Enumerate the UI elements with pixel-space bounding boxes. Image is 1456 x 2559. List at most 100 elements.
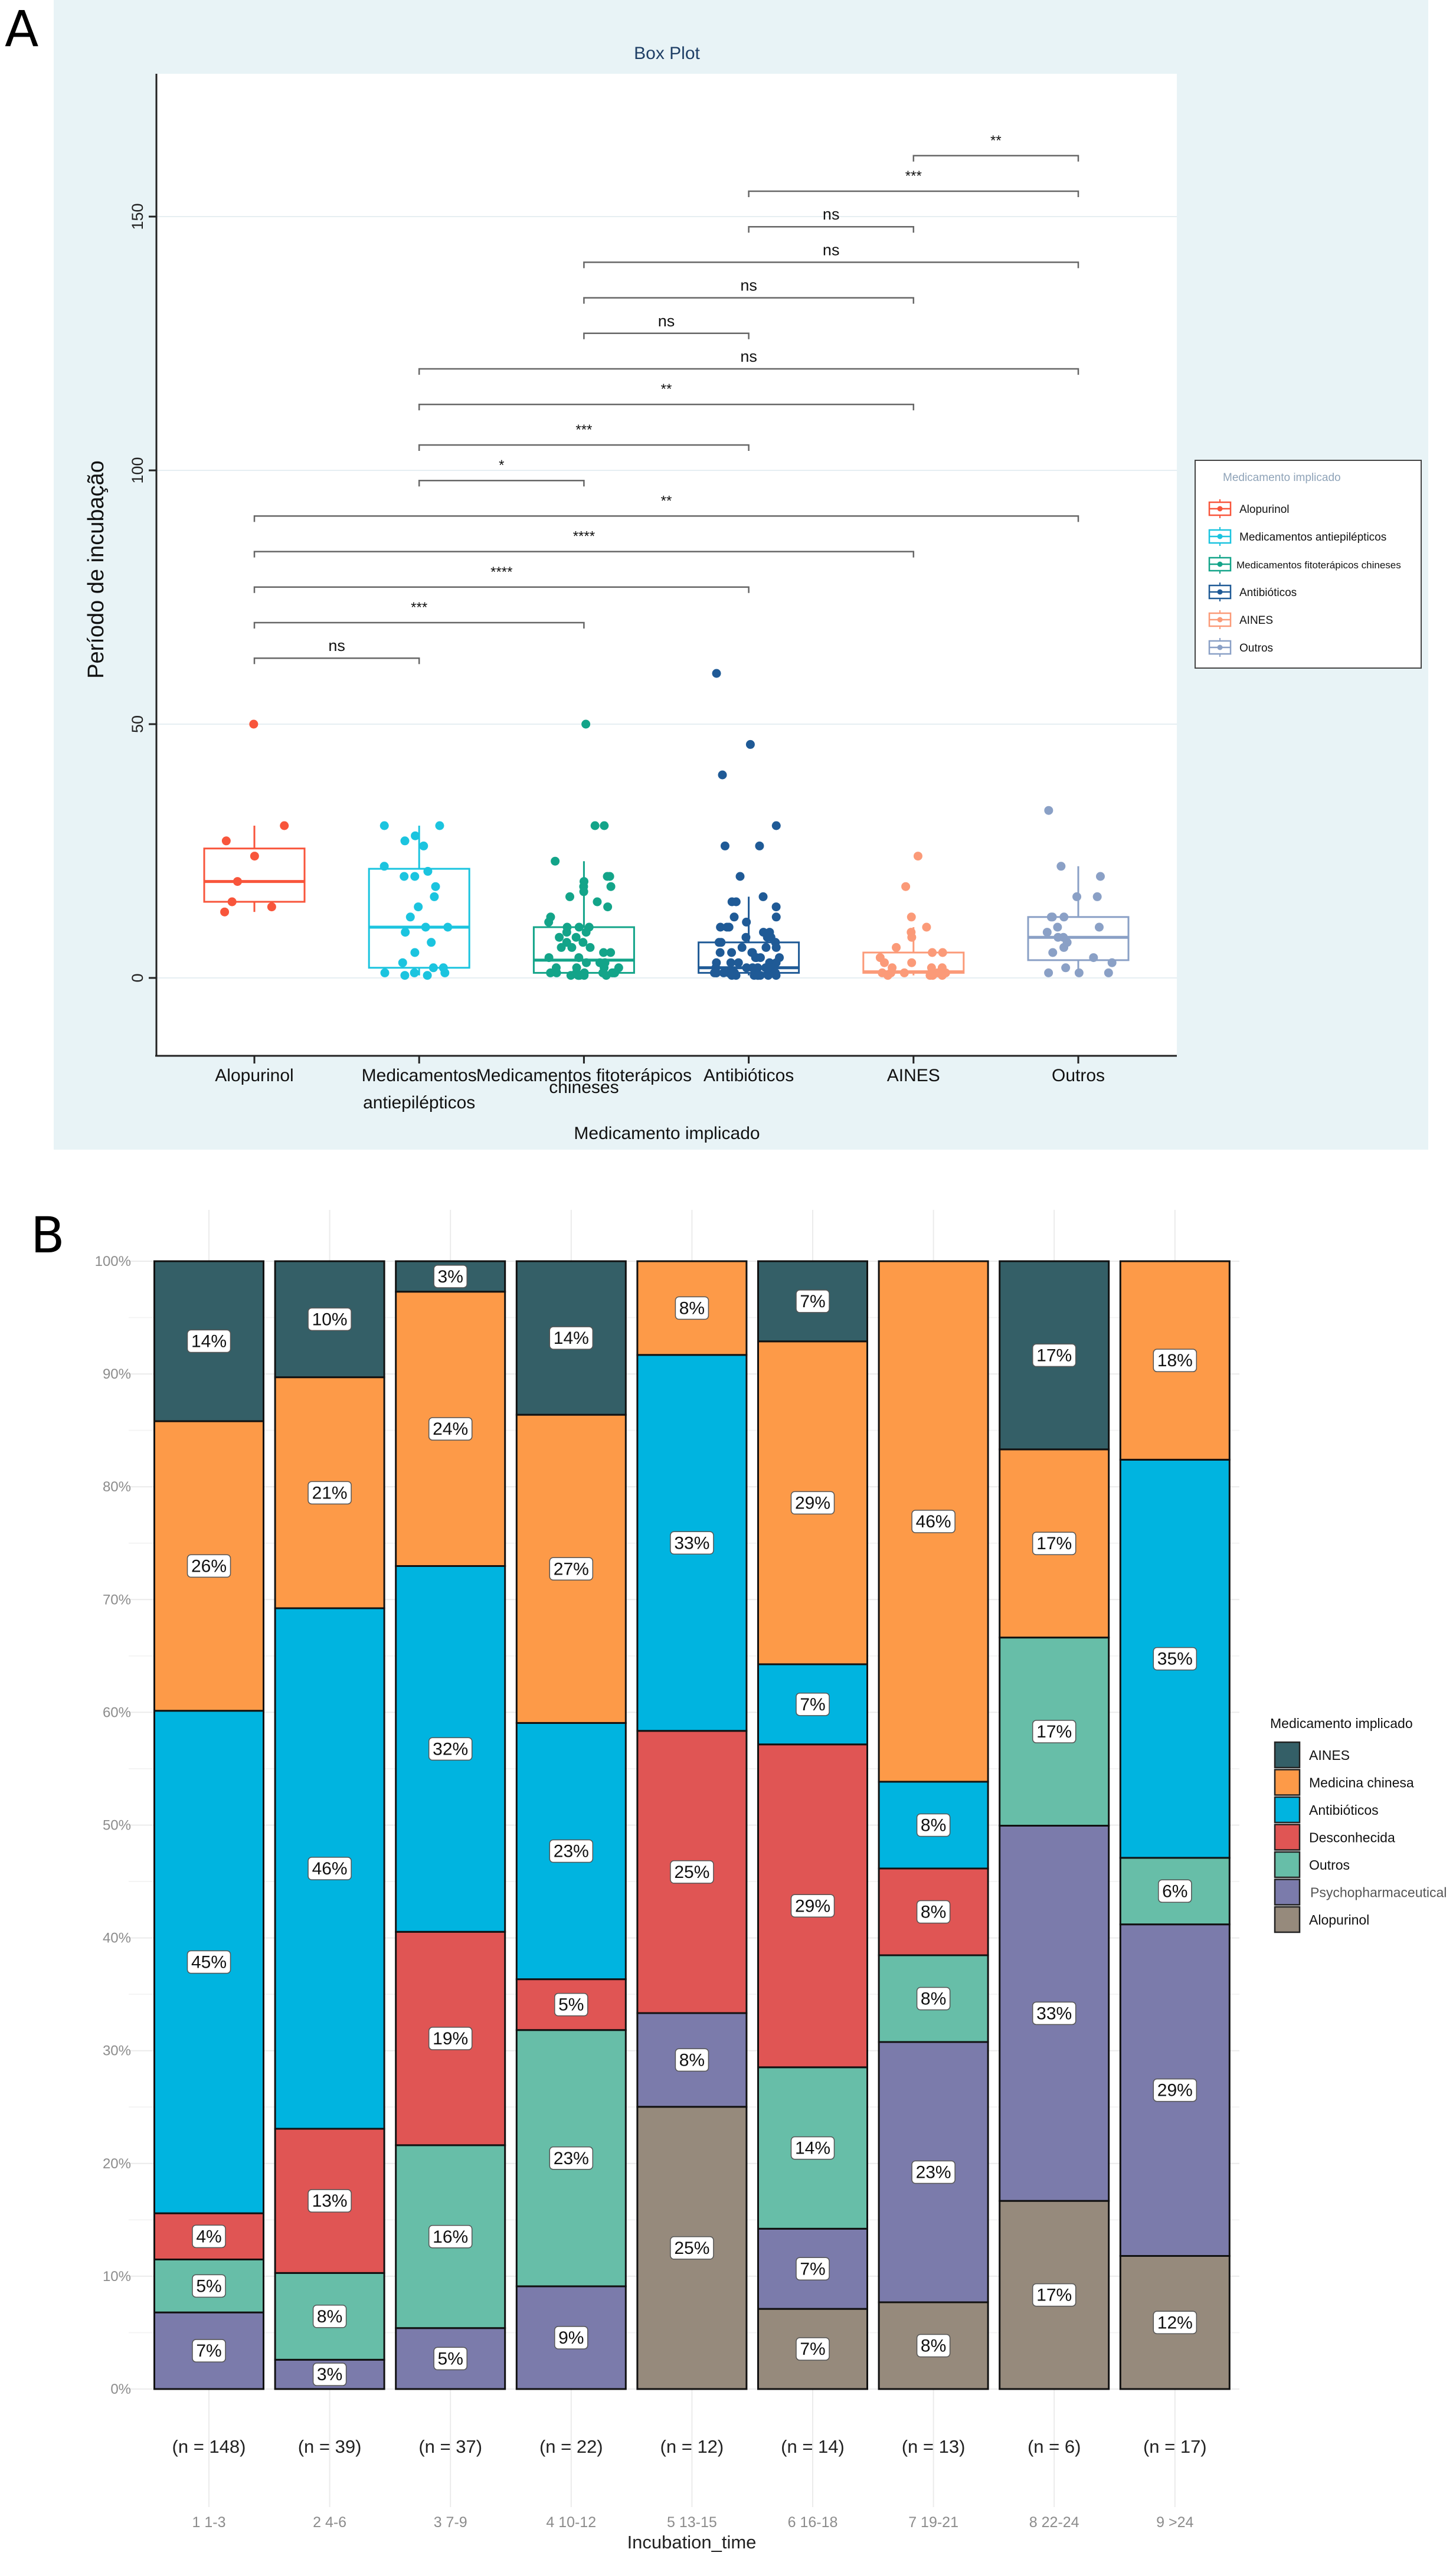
data-point [544, 917, 554, 927]
data-label: 17% [1032, 1343, 1077, 1367]
chart-a-legend-item: Outros [1208, 638, 1273, 657]
data-label-box [192, 2224, 226, 2249]
data-label: 7% [796, 1693, 830, 1716]
significance-bracket: ns [418, 348, 1079, 375]
chart-b-legend-title: Medicamento implicado [1270, 1716, 1413, 1731]
stacked-bar [999, 1260, 1110, 2390]
data-point [748, 963, 757, 973]
data-point [726, 958, 735, 967]
chart-a-legend-item: Alopurinol [1208, 499, 1290, 518]
data-point [581, 958, 591, 967]
bracket-line [583, 332, 750, 339]
data-label-text: 21% [312, 1483, 348, 1503]
stacked-bar [1119, 1260, 1231, 2390]
panel-a: A Box Plot Período de incubação Medicame… [5, 0, 1428, 1150]
legend-swatch [1274, 1879, 1301, 1906]
data-label: 14% [790, 2136, 835, 2160]
data-point [400, 836, 410, 846]
chart-b-y-tick-label: 40% [103, 1930, 131, 1946]
chart-a-gridlines [156, 216, 1177, 979]
data-label: 25% [670, 1860, 714, 1884]
data-point [712, 968, 721, 977]
legend-key-point [1217, 644, 1223, 650]
legend-swatch [1274, 1824, 1301, 1851]
data-point [761, 943, 771, 952]
data-label-text: 3% [317, 2365, 342, 2384]
data-point [901, 882, 911, 891]
legend-key-point [1217, 589, 1223, 595]
data-point [423, 866, 433, 876]
chart-a-legend-item: Medicamentos antiepilépticos [1208, 527, 1386, 546]
chart-b-legend: Medicamento implicado AINES Medicina chin… [1270, 1716, 1447, 1933]
data-label: 26% [187, 1554, 231, 1578]
chart-b-x-tick-label: 7 19-21 [908, 2514, 958, 2531]
data-label: 23% [549, 2146, 594, 2170]
chart-b-data-labels: 7% 5% 4% 45% 26% 14% 3% 8% 13% 46% 21% 10% 5% 16% 19% 3… [187, 1265, 1197, 2386]
chart-b-n-label: (n = 17) [1143, 2436, 1207, 2457]
legend-swatch [1274, 1769, 1301, 1796]
data-label-box [307, 1857, 352, 1880]
chart-b-y-tick-label: 70% [103, 1592, 131, 1608]
significance-label: **** [490, 564, 512, 580]
data-label-box [1153, 1647, 1197, 1671]
data-label: 7% [192, 2339, 226, 2362]
data-point [599, 948, 608, 957]
data-point [1056, 862, 1066, 871]
data-label-box [1032, 1343, 1077, 1367]
data-label-text: 35% [1157, 1650, 1193, 1669]
chart-b-n-label: (n = 12) [660, 2436, 724, 2457]
data-label-text: 12% [1157, 2313, 1193, 2332]
data-label-box [307, 1481, 352, 1505]
bracket-line [583, 261, 1079, 269]
data-point [430, 892, 439, 901]
data-label: 7% [796, 1290, 830, 1313]
data-label-box [187, 1329, 231, 1353]
chart-b-legend-item: Outros [1274, 1851, 1350, 1879]
data-point [575, 971, 584, 980]
data-point [431, 882, 440, 891]
chart-a-legend-label: Medicamentos fitoterápicos chineses [1236, 559, 1401, 571]
data-point [735, 872, 745, 881]
data-label: 33% [1032, 2001, 1077, 2025]
box-medicamentos-fitoter-picos-chineses [532, 719, 635, 980]
data-label-box [1158, 1879, 1192, 1903]
data-point [1074, 968, 1084, 977]
data-point [419, 841, 428, 850]
data-point [401, 928, 410, 937]
data-point [578, 938, 588, 947]
data-point [574, 922, 584, 932]
data-point [1044, 968, 1053, 977]
chart-b-x-axis-title: Incubation_time [627, 2532, 757, 2553]
data-label-box [433, 2347, 467, 2371]
data-label-text: 23% [916, 2163, 951, 2182]
data-label: 4% [192, 2224, 226, 2249]
legend-swatch [1274, 1906, 1301, 1933]
data-label-text: 8% [679, 2050, 705, 2070]
significance-bracket: ** [253, 493, 1079, 522]
data-point [1094, 922, 1104, 932]
data-point [440, 968, 450, 977]
data-label-text: 14% [554, 1328, 589, 1348]
data-point [566, 971, 575, 980]
data-point [565, 892, 574, 901]
data-label: 32% [428, 1737, 473, 1761]
data-label: 14% [549, 1326, 594, 1350]
data-label-box [1153, 2078, 1197, 2102]
panel-a-plot-area [156, 74, 1177, 1056]
data-point [1059, 943, 1069, 952]
data-label-text: 29% [795, 1896, 830, 1916]
chart-b-y-tick-label: 100% [95, 1254, 131, 1269]
chart-b-x-tick-label: 8 22-24 [1029, 2514, 1079, 2531]
significance-label: ns [740, 277, 757, 294]
chart-b-legend-label: Outros [1309, 1857, 1350, 1873]
data-point [754, 971, 763, 980]
data-label-text: 5% [558, 1995, 584, 2015]
data-point [421, 922, 430, 932]
chart-b-n-label: (n = 22) [539, 2436, 603, 2457]
stacked-bar [274, 1260, 385, 2390]
data-label-text: 17% [1036, 2286, 1072, 2305]
data-label-box [911, 2160, 956, 2184]
chart-a-legend-item: AINES [1208, 610, 1273, 629]
data-point [716, 938, 726, 947]
data-label-text: 3% [438, 1267, 463, 1287]
